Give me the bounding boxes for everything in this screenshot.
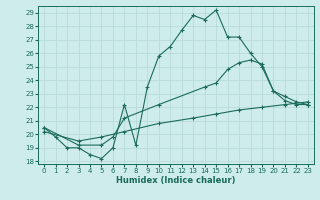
- X-axis label: Humidex (Indice chaleur): Humidex (Indice chaleur): [116, 176, 236, 185]
